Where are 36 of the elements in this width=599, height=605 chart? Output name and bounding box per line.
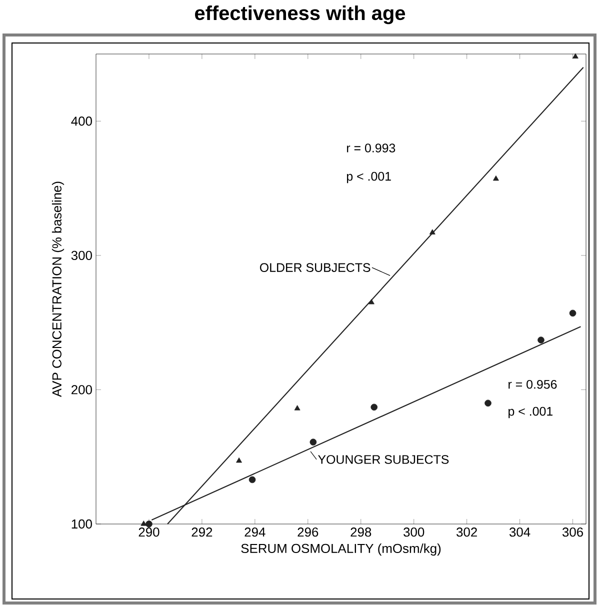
annotation: r = 0.993: [347, 144, 396, 152]
point: [572, 53, 578, 58]
point: [492, 175, 499, 181]
annotation: p < .001: [346, 172, 391, 184]
y-tick-label: 200: [72, 385, 92, 394]
point: [146, 520, 152, 528]
point: [484, 400, 492, 407]
point: [429, 229, 436, 234]
x-tick-label: 294: [244, 528, 266, 537]
y-axis-title: AVP CONCENTRATION (% baseline): [52, 182, 64, 398]
y-tick-label: 100: [72, 519, 92, 529]
point: [140, 520, 147, 526]
point: [248, 476, 256, 484]
x-tick-label: 292: [192, 528, 212, 537]
y-tick-label: 400: [71, 116, 92, 126]
x-axis-title: SERUM OSMOLALITY (mOsm/kg): [241, 544, 441, 556]
annotation: YOUNGER SUBJECTS: [318, 455, 449, 464]
annotation: r = 0.956: [508, 380, 557, 389]
x-tick-label: 298: [350, 528, 372, 537]
point: [310, 438, 317, 446]
point: [370, 404, 378, 411]
x-tick-label: 302: [456, 528, 477, 537]
point: [236, 457, 242, 463]
x-tick-label: 296: [298, 528, 318, 537]
chart-title: effectiveness with age: [195, 6, 406, 24]
x-tick-label: 304: [509, 528, 530, 537]
y-tick-label: 300: [71, 250, 92, 260]
point: [538, 336, 544, 344]
x-tick-label: 290: [138, 528, 160, 537]
x-tick-label: 300: [404, 528, 424, 537]
x-tick-label: 306: [562, 528, 584, 537]
point: [368, 299, 374, 304]
point: [294, 405, 300, 410]
point: [569, 310, 576, 317]
annotation: p < .001: [508, 406, 552, 418]
annotation: OLDER SUBJECTS: [260, 263, 370, 272]
